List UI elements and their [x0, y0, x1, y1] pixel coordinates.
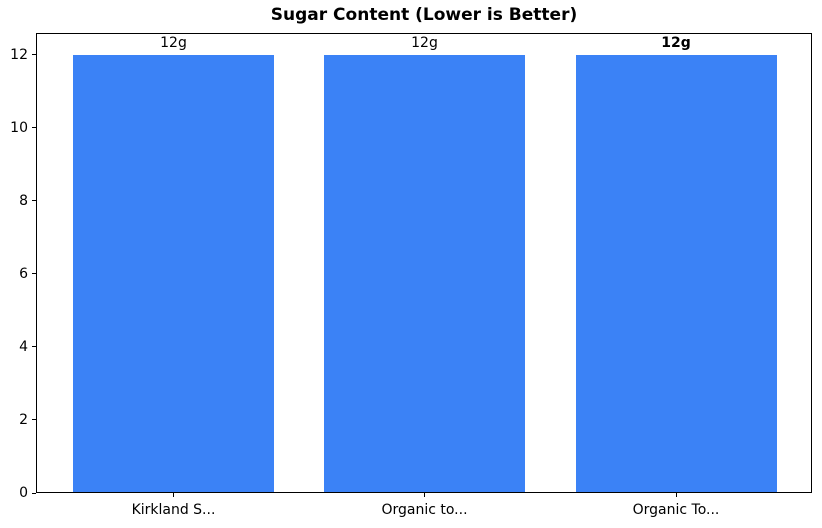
x-tick-mark: [675, 493, 677, 497]
y-tick-label: 12: [10, 46, 28, 63]
x-tick-label: Organic to...: [381, 502, 468, 518]
y-tick-label: 6: [19, 265, 28, 282]
y-tick-label: 4: [19, 338, 28, 355]
y-tick-mark: [32, 54, 36, 56]
y-tick-mark: [32, 346, 36, 348]
y-tick-mark: [32, 127, 36, 129]
y-tick-mark: [32, 419, 36, 421]
y-tick-label: 0: [19, 485, 28, 501]
chart-title: Sugar Content (Lower is Better): [270, 5, 578, 25]
y-tick-label: 2: [19, 411, 28, 428]
bar-value-label: 12g: [661, 34, 691, 51]
bar-value-label: 12g: [411, 34, 438, 51]
x-tick-label: Kirkland S...: [131, 502, 216, 518]
x-tick-mark: [173, 493, 174, 497]
x-tick-label: Organic To...: [632, 502, 720, 518]
bar: [324, 54, 525, 492]
y-tick-mark: [32, 273, 36, 275]
y-tick-label: 8: [19, 192, 28, 209]
bar: [73, 54, 274, 492]
bar-value-label: 12g: [160, 34, 187, 51]
bar: [575, 54, 777, 492]
y-tick-label: 10: [10, 119, 28, 136]
x-tick-mark: [424, 493, 425, 497]
y-tick-mark: [32, 492, 36, 494]
y-tick-mark: [32, 200, 36, 202]
